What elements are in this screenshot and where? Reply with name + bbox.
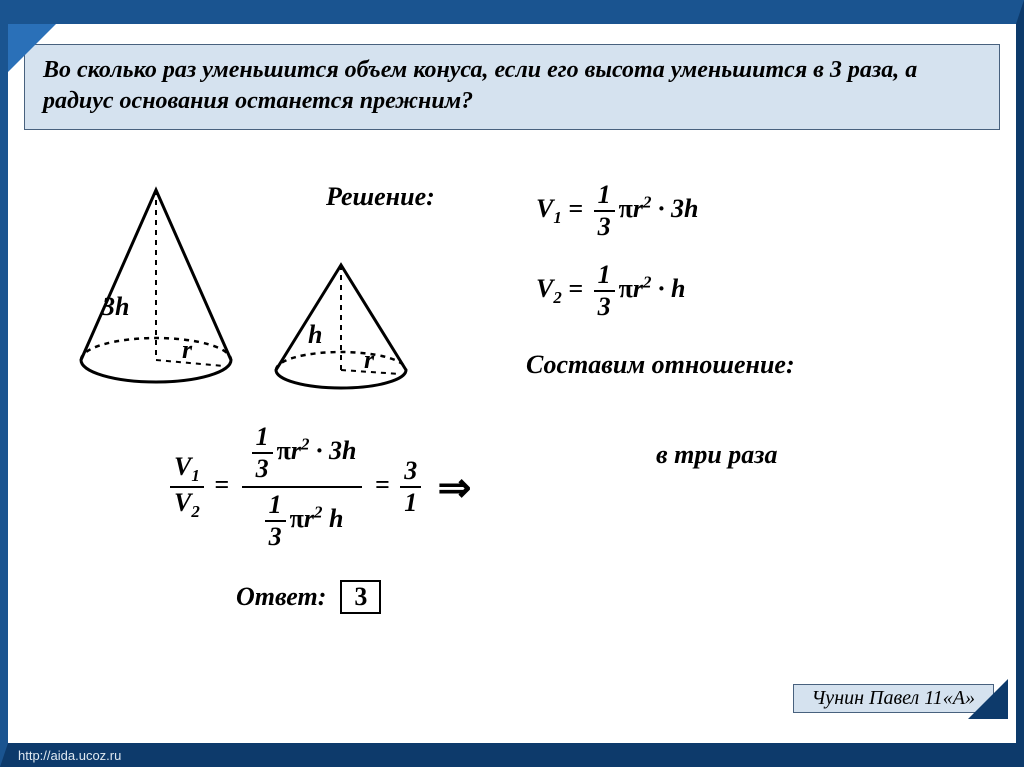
author-credit: Чунин Павел 11«А» xyxy=(793,684,994,713)
corner-decor xyxy=(8,24,56,72)
ratio-conclusion: в три раза xyxy=(656,440,777,470)
corner-decor xyxy=(968,679,1008,719)
formula-v1: V1 = 13πr2 · 3h xyxy=(536,180,698,242)
answer-value: 3 xyxy=(340,580,381,614)
cone2-h-label: h xyxy=(308,320,322,349)
source-url: http://aida.ucoz.ru xyxy=(18,748,121,763)
slide-content: Во сколько раз уменьшится объем конуса, … xyxy=(16,44,1008,715)
question-text: Во сколько раз уменьшится объем конуса, … xyxy=(24,44,1000,130)
ratio-formula: V1 V2 = 13πr2 · 3h 13πr2 h = 31 ⇒ xyxy=(166,420,477,554)
ratio-heading: Составим отношение: xyxy=(526,350,795,380)
cone1-r-label: r xyxy=(182,335,193,364)
cone1-h-label: 3h xyxy=(101,292,129,321)
answer-row: Ответ: 3 xyxy=(236,580,381,614)
formula-v2: V2 = 13πr2 · h xyxy=(536,260,685,322)
cone2-r-label: r xyxy=(364,345,375,374)
cones-diagram: 3h r h r xyxy=(56,180,436,410)
answer-label: Ответ: xyxy=(236,582,326,612)
